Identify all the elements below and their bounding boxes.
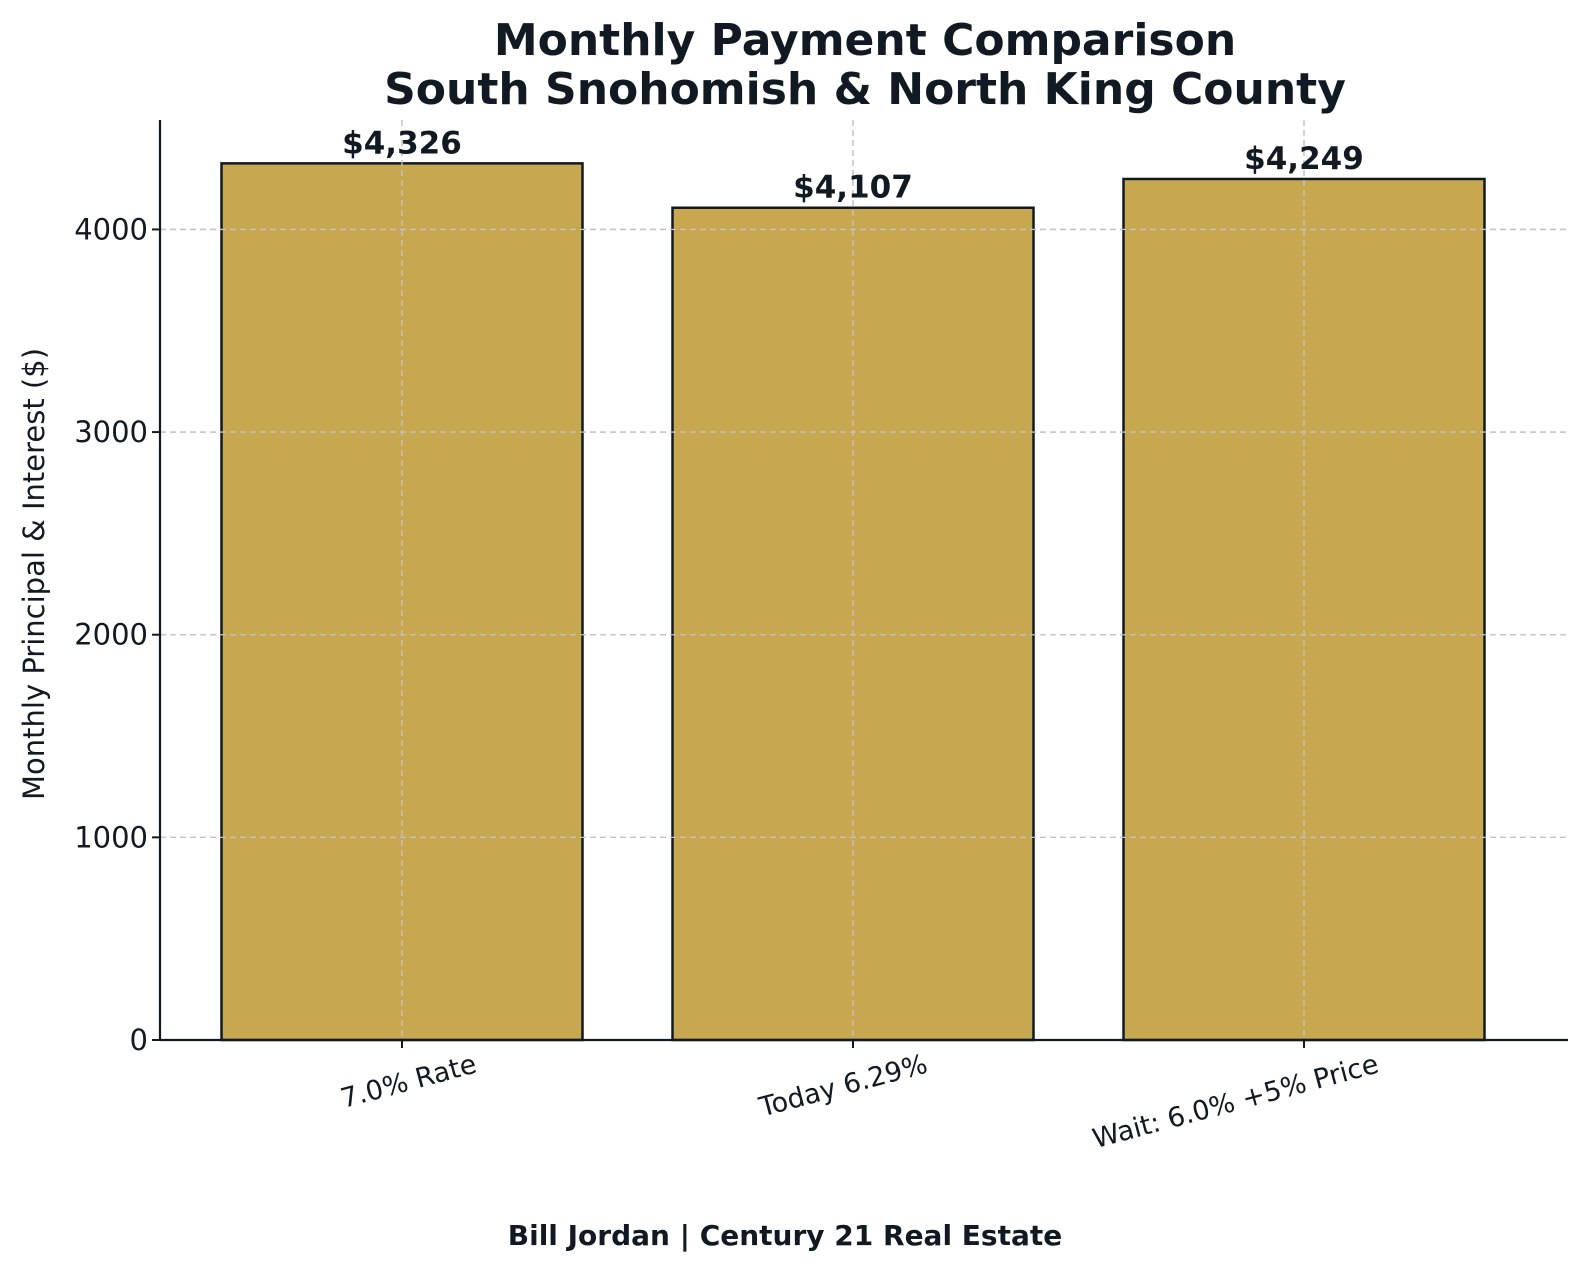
axes [158,120,1568,1042]
y-tick-label: 1000 [74,820,148,854]
data-label: $4,107 [793,170,913,206]
chart-title-line1: Monthly Payment Comparison [494,15,1236,66]
chart-title-line2: South Snohomish & North King County [384,64,1346,115]
x-category-label: Wait: 6.0% +5% Price [1089,1049,1381,1155]
footer-credit: Bill Jordan | Century 21 Real Estate [508,1219,1063,1252]
x-category-label: Today 6.29% [755,1049,931,1124]
x-category-label: 7.0% Rate [337,1049,479,1115]
data-label: $4,249 [1244,141,1364,177]
data-label: $4,326 [342,125,462,161]
y-tick-label: 2000 [74,618,148,652]
y-tick-label: 0 [130,1023,148,1057]
bars [160,120,1568,1042]
y-tick-label: 3000 [74,415,148,449]
y-tick-label: 4000 [74,212,148,246]
y-axis-label: Monthly Principal & Interest ($) [17,348,51,800]
